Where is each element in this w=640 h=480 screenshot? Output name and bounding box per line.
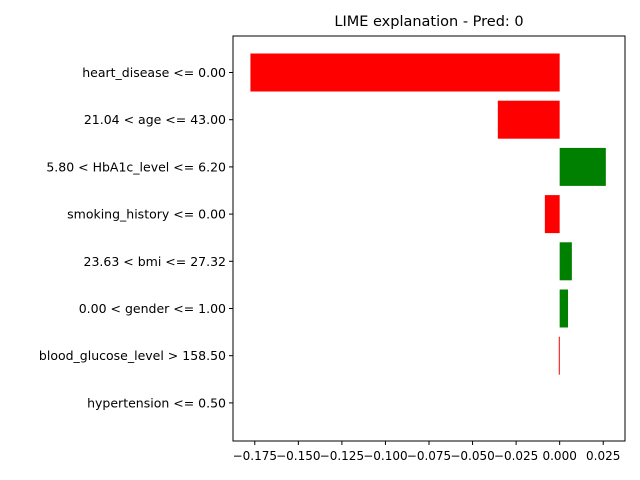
x-axis-ticks: −0.175 −0.150 −0.125 −0.100 −0.075 −0.050 −0.0… [233,441,620,463]
y-tick-label: 23.63 < bmi <= 27.32 [84,254,226,269]
x-tick-label: −0.125 [320,449,364,463]
x-tick-label: −0.075 [407,449,451,463]
bar-2 [559,147,606,186]
bar-0 [250,53,560,92]
y-axis-ticks: heart_disease <= 0.00 21.04 < age <= 43.0… [39,65,233,410]
bar-4 [559,242,572,281]
y-tick-label: 21.04 < age <= 43.00 [84,112,226,127]
x-tick-label: −0.100 [363,449,407,463]
x-tick-label: −0.050 [450,449,494,463]
axes-frame [232,35,626,442]
bar-1 [497,100,560,139]
x-tick-label: −0.025 [494,449,538,463]
bar-3 [544,195,560,234]
x-tick-label: −0.175 [233,449,277,463]
x-tick-label: 0.000 [542,449,576,463]
bars-group [250,53,606,375]
bar-6 [558,336,560,375]
y-tick-label: 5.80 < HbA1c_level <= 6.20 [46,159,226,174]
x-tick-label: −0.150 [276,449,320,463]
bar-5 [559,289,569,328]
y-tick-label: heart_disease <= 0.00 [82,65,226,80]
y-tick-label: blood_glucose_level > 158.50 [39,348,226,363]
y-tick-label: 0.00 < gender <= 1.00 [79,301,226,316]
x-tick-label: 0.025 [586,449,620,463]
y-tick-label: smoking_history <= 0.00 [67,207,226,222]
chart-title: LIME explanation - Pred: 0 [334,14,523,30]
y-tick-label: hypertension <= 0.50 [87,395,226,410]
